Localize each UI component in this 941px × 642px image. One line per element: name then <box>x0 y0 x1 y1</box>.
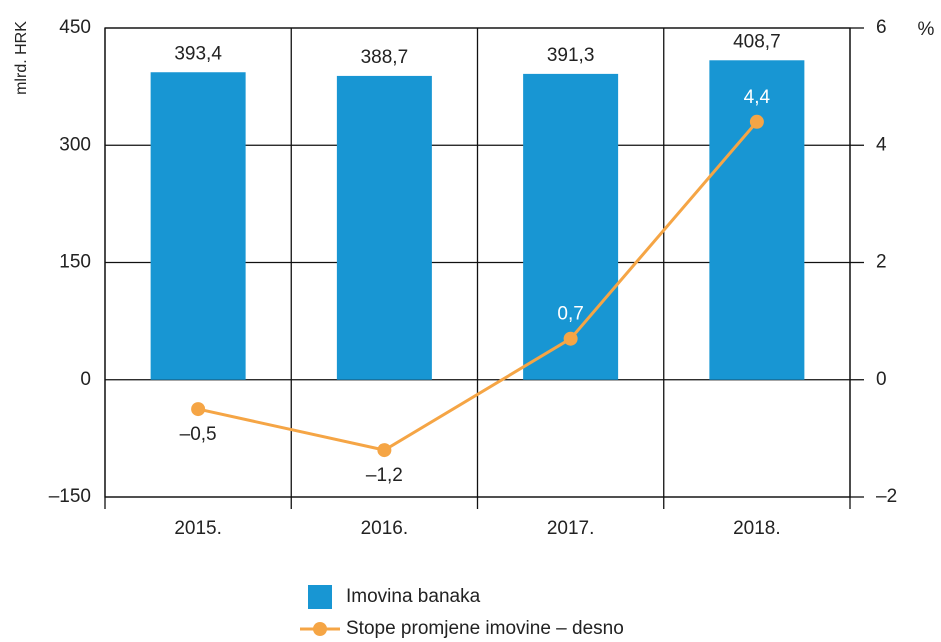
y2-tick-label: –2 <box>876 486 897 507</box>
bar-value-label: 388,7 <box>361 47 409 68</box>
y-tick-label: 0 <box>80 369 91 390</box>
plot-frame <box>104 27 851 498</box>
y2-tick-label: 6 <box>876 17 887 38</box>
bar <box>709 60 805 380</box>
line-value-label: 4,4 <box>744 87 771 108</box>
bar <box>523 73 619 380</box>
bar-value-label: 408,7 <box>733 31 781 52</box>
line-value-label: –0,5 <box>180 424 217 445</box>
bar-value-label: 393,4 <box>174 43 222 64</box>
x-tick-label: 2016. <box>361 518 409 539</box>
legend-swatch <box>308 585 332 609</box>
y-tick-label: –150 <box>49 486 91 507</box>
y-tick-label: 150 <box>59 252 91 273</box>
x-tick-label: 2018. <box>733 518 781 539</box>
bar-value-label: 391,3 <box>547 45 595 66</box>
line-marker <box>377 443 392 458</box>
legend-label: Imovina banaka <box>346 586 481 607</box>
x-tick-label: 2017. <box>547 518 595 539</box>
y-tick-label: 300 <box>59 134 91 155</box>
line-marker <box>191 402 206 417</box>
legend-label: Stope promjene imovine – desno <box>346 618 624 639</box>
y2-tick-label: 4 <box>876 134 887 155</box>
bar <box>150 72 246 380</box>
y2-tick-label: 0 <box>876 369 887 390</box>
line-value-label: –1,2 <box>366 465 403 486</box>
y2-axis-label: % <box>918 19 935 40</box>
y-axis-label: mlrd. HRK <box>13 21 30 95</box>
line <box>197 120 759 452</box>
line-value-label: 0,7 <box>557 304 583 325</box>
legend-marker <box>313 622 327 636</box>
y2-tick-label: 2 <box>876 252 887 273</box>
line-marker <box>749 114 764 129</box>
y-tick-label: 450 <box>59 17 91 38</box>
x-tick-label: 2015. <box>174 518 222 539</box>
bar <box>336 75 432 380</box>
line-marker <box>563 331 578 346</box>
